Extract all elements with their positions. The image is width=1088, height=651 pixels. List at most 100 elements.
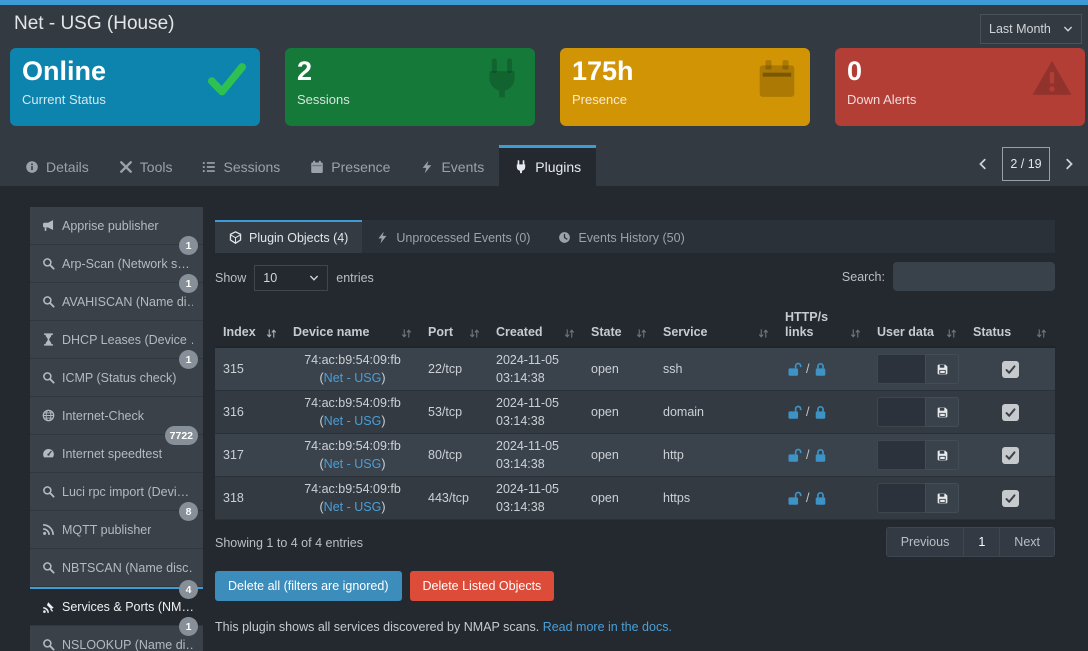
page-size-control: Show 10 entries — [215, 265, 374, 291]
tab-plugins[interactable]: Plugins — [499, 145, 597, 186]
device-link[interactable]: Net - USG — [323, 500, 382, 514]
sidebar-item-mqtt-publisher[interactable]: 8 MQTT publisher — [30, 502, 203, 549]
status-checkbox[interactable] — [1001, 489, 1019, 507]
status-checkbox[interactable] — [1001, 360, 1019, 378]
check-icon — [206, 58, 248, 100]
user-data-input[interactable] — [877, 483, 925, 513]
tab-sessions[interactable]: Sessions — [187, 145, 295, 186]
column-header-state[interactable]: State — [583, 325, 655, 339]
column-header-http-links[interactable]: HTTP/s links — [777, 310, 869, 339]
device-mac: 74:ac:b9:54:09:fb — [304, 395, 401, 410]
sidebar-item-internet-check[interactable]: Internet-Check — [30, 397, 203, 435]
lock-closed-icon[interactable] — [813, 491, 828, 506]
status-checkbox[interactable] — [1001, 403, 1019, 421]
next-page-button[interactable]: Next — [1000, 528, 1054, 556]
floppy-icon — [936, 449, 949, 462]
cell-state: open — [591, 405, 619, 419]
sidebar-item-nbtscan[interactable]: NBTSCAN (Name disc… — [30, 549, 203, 587]
lock-closed-icon[interactable] — [813, 448, 828, 463]
lock-closed-icon[interactable] — [813, 405, 828, 420]
device-link[interactable]: Net - USG — [323, 457, 382, 471]
cell-user-data — [869, 483, 965, 513]
tab-details[interactable]: Details — [10, 145, 104, 186]
sidebar-item-services-ports[interactable]: 4 Services & Ports (NM… — [30, 580, 203, 626]
card-sessions: 2 Sessions — [285, 48, 535, 126]
plug-icon — [481, 58, 523, 100]
page-size-select[interactable]: 10 — [254, 265, 329, 291]
user-data-input[interactable] — [877, 397, 925, 427]
column-header-status[interactable]: Status — [965, 325, 1055, 339]
lock-open-icon[interactable] — [787, 491, 802, 506]
prev-device-button[interactable] — [970, 147, 996, 181]
status-checkbox[interactable] — [1001, 446, 1019, 464]
column-header-index[interactable]: Index — [215, 325, 285, 339]
sidebar-item-label: NBTSCAN (Name disc… — [62, 560, 193, 575]
save-user-data-button[interactable] — [925, 397, 959, 427]
cell-service: http — [663, 448, 684, 462]
search-input[interactable] — [893, 262, 1055, 291]
docs-link[interactable]: Read more in the docs. — [542, 620, 672, 634]
tab-unprocessed-events[interactable]: Unprocessed Events (0) — [362, 220, 544, 253]
floppy-icon — [936, 406, 949, 419]
tab-tools[interactable]: Tools — [104, 145, 188, 186]
cell-status — [965, 446, 1055, 464]
sidebar-item-arp-scan[interactable]: 1 Arp-Scan (Network s… — [30, 236, 203, 283]
device-link[interactable]: Net - USG — [323, 371, 382, 385]
globe-icon — [42, 409, 55, 422]
device-link[interactable]: Net - USG — [323, 414, 382, 428]
tab-events-history[interactable]: Events History (50) — [544, 220, 698, 253]
table-actions: Delete all (filters are ignored) Delete … — [215, 571, 555, 601]
sidebar-item-avahiscan[interactable]: 1 AVAHISCAN (Name di… — [30, 274, 203, 321]
search-label: Search: — [841, 269, 885, 284]
search-icon — [42, 371, 55, 384]
next-device-button[interactable] — [1056, 147, 1082, 181]
device-page-indicator: 2 / 19 — [1002, 147, 1050, 181]
column-header-port[interactable]: Port — [420, 325, 488, 339]
period-dropdown[interactable]: Last Month — [980, 14, 1082, 44]
period-value: Last Month — [989, 22, 1051, 36]
sidebar-item-apprise-publisher[interactable]: Apprise publisher — [30, 207, 203, 245]
sort-icon — [266, 328, 277, 339]
cell-port: 22/tcp — [428, 362, 463, 376]
entries-label: entries — [336, 271, 374, 285]
chevron-down-icon — [309, 273, 319, 283]
check-icon — [1005, 450, 1016, 461]
card-down-alerts: 0 Down Alerts — [835, 48, 1085, 126]
device-pager: 2 / 19 — [970, 147, 1082, 181]
lock-open-icon[interactable] — [787, 362, 802, 377]
save-user-data-button[interactable] — [925, 440, 959, 470]
device-mac: 74:ac:b9:54:09:fb — [304, 352, 401, 367]
sidebar-item-label: ICMP (Status check) — [62, 370, 177, 385]
save-user-data-button[interactable] — [925, 354, 959, 384]
previous-page-button[interactable]: Previous — [886, 528, 965, 556]
save-user-data-button[interactable] — [925, 483, 959, 513]
column-header-created[interactable]: Created — [488, 325, 583, 339]
sidebar-item-luci-rpc-import[interactable]: Luci rpc import (Devi… — [30, 473, 203, 511]
tab-presence[interactable]: Presence — [295, 145, 405, 186]
sidebar-item-internet-speedtest[interactable]: 7722 Internet speedtest — [30, 426, 203, 473]
lock-closed-icon[interactable] — [813, 362, 828, 377]
sidebar-item-label: Internet speedtest — [62, 446, 163, 461]
page-size-value: 10 — [263, 271, 278, 285]
sidebar-item-dhcp-leases[interactable]: DHCP Leases (Device … — [30, 321, 203, 359]
sidebar-item-icmp[interactable]: 1 ICMP (Status check) — [30, 350, 203, 397]
user-data-input[interactable] — [877, 354, 925, 384]
lock-open-icon[interactable] — [787, 448, 802, 463]
column-header-service[interactable]: Service — [655, 325, 777, 339]
user-data-input[interactable] — [877, 440, 925, 470]
table-row: 318 74:ac:b9:54:09:fb (Net - USG) 443/tc… — [215, 477, 1055, 520]
column-header-user-data[interactable]: User data — [869, 325, 965, 339]
check-icon — [1005, 407, 1016, 418]
sort-icon — [1036, 328, 1047, 339]
delete-listed-button[interactable]: Delete Listed Objects — [409, 571, 555, 601]
delete-all-button[interactable]: Delete all (filters are ignored) — [215, 571, 402, 601]
page-number-button[interactable]: 1 — [964, 528, 1001, 556]
cell-index: 315 — [223, 362, 244, 376]
tab-events[interactable]: Events — [405, 145, 499, 186]
check-icon — [1005, 364, 1016, 375]
cube-icon — [229, 231, 242, 244]
sidebar-item-nslookup[interactable]: 1 NSLOOKUP (Name di… — [30, 617, 203, 651]
lock-open-icon[interactable] — [787, 405, 802, 420]
tab-plugin-objects[interactable]: Plugin Objects (4) — [215, 220, 363, 253]
column-header-device-name[interactable]: Device name — [285, 325, 420, 339]
